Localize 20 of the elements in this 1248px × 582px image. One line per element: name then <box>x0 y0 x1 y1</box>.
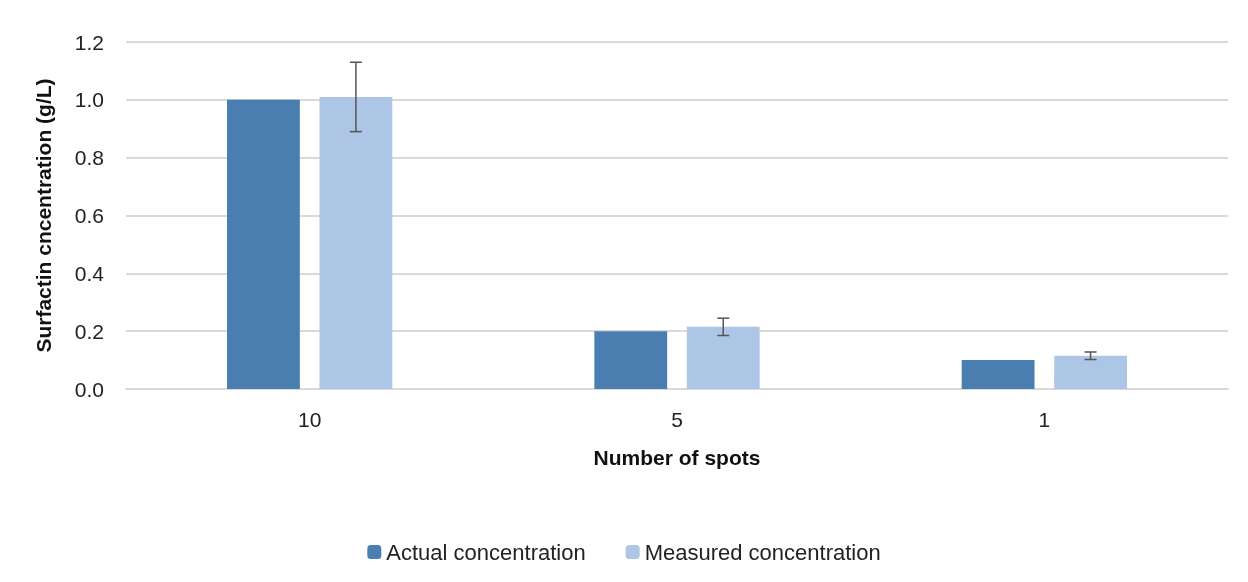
y-axis-title: Surfactin cncentration (g/L) <box>32 78 55 353</box>
y-tick-label: 0.0 <box>74 377 104 401</box>
y-tick-label: 1.0 <box>74 88 104 112</box>
x-tick-label: 10 <box>297 408 322 431</box>
y-tick-label: 0.4 <box>74 261 105 285</box>
y-tick-label: 0.8 <box>74 146 104 170</box>
bar <box>227 99 300 389</box>
bar <box>594 331 668 389</box>
x-axis-title: Number of spots <box>593 446 761 469</box>
bar <box>686 326 760 389</box>
legend-label: Actual concentration <box>386 539 586 565</box>
x-tick-label: 5 <box>671 408 683 431</box>
y-tick-label: 0.2 <box>74 319 104 343</box>
bar <box>319 96 393 389</box>
y-tick-label: 0.6 <box>74 204 104 227</box>
legend-label: Measured concentration <box>644 539 881 565</box>
bar <box>961 360 1035 389</box>
x-tick-label: 1 <box>1038 408 1051 431</box>
y-tick-label: 1.2 <box>74 30 104 54</box>
bar <box>1054 355 1127 389</box>
